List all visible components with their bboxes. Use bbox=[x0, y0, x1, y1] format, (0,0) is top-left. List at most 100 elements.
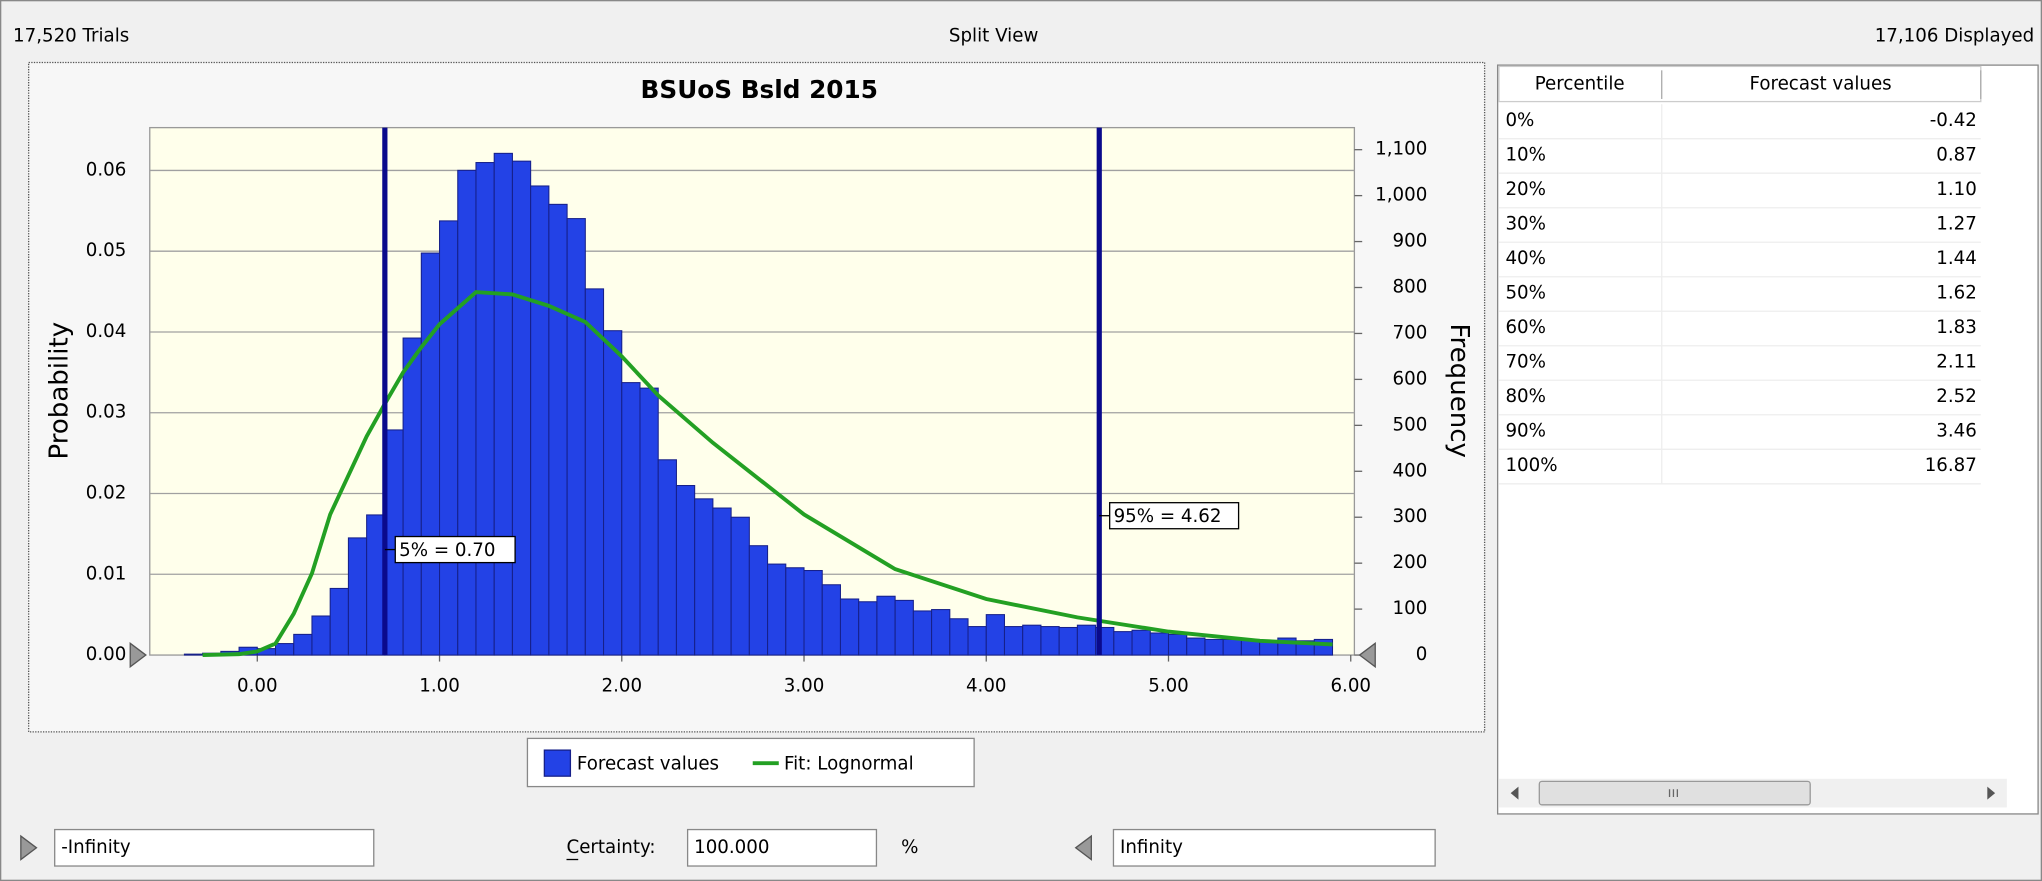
upper-grabber[interactable] bbox=[1358, 642, 1376, 669]
scroll-grip bbox=[1668, 789, 1679, 798]
y2-tick-label: 1,000 bbox=[1375, 185, 1427, 206]
x-tick-label: 4.00 bbox=[966, 675, 1007, 696]
x-tick-label: 2.00 bbox=[601, 675, 642, 696]
percentile-cell: 20% bbox=[1505, 179, 1546, 200]
histogram-bar bbox=[621, 382, 641, 656]
chart-title: BSUoS Bsld 2015 bbox=[641, 75, 878, 104]
histogram-bar bbox=[712, 507, 732, 656]
legend bbox=[526, 737, 975, 788]
histogram-bar bbox=[748, 545, 769, 656]
y2-tick-label: 500 bbox=[1393, 414, 1428, 435]
histogram-bar bbox=[329, 587, 349, 656]
legend-swatch bbox=[543, 749, 572, 777]
histogram-bar bbox=[603, 330, 623, 656]
value-cell: 1.44 bbox=[1936, 248, 1977, 269]
histogram-bar bbox=[366, 514, 386, 656]
histogram-bar bbox=[912, 610, 933, 656]
lower-arrow[interactable] bbox=[20, 834, 38, 861]
percentile-cell: 100% bbox=[1505, 455, 1557, 476]
plot: 0.00 0.01 0.02 0.03 0.04 0.05 0.06 0 100 200 300 40… bbox=[86, 127, 1428, 696]
y2-tick-label: 600 bbox=[1393, 368, 1428, 389]
scroll-left[interactable] bbox=[1510, 786, 1519, 800]
y2-tick-label: 800 bbox=[1393, 277, 1428, 298]
histogram-bar bbox=[566, 218, 586, 656]
percentile-cell: 90% bbox=[1505, 421, 1546, 442]
x-tick-label: 6.00 bbox=[1330, 675, 1371, 696]
y2-tick-label: 900 bbox=[1393, 231, 1428, 252]
histogram-bar bbox=[493, 152, 513, 656]
histogram-bar bbox=[1149, 632, 1170, 656]
percentile-cell: 0% bbox=[1505, 110, 1534, 131]
lower-grabber[interactable] bbox=[129, 642, 147, 669]
histogram-bar bbox=[839, 598, 860, 656]
histogram-bar bbox=[694, 498, 714, 656]
scroll-thumb[interactable] bbox=[1538, 780, 1811, 806]
histogram-bar bbox=[1076, 624, 1097, 656]
value-cell: 3.46 bbox=[1936, 421, 1977, 442]
histogram-bar bbox=[530, 185, 550, 656]
histogram-bar bbox=[1022, 624, 1042, 656]
histogram-bar bbox=[439, 220, 459, 656]
marker-label-box bbox=[394, 535, 516, 564]
y-tick-label: 0.06 bbox=[86, 159, 127, 180]
histogram-bar bbox=[1186, 637, 1206, 656]
y2-tick-label: 200 bbox=[1393, 552, 1428, 573]
lower-input[interactable] bbox=[54, 828, 375, 867]
histogram-bar bbox=[675, 485, 696, 656]
y2-tick-label: 100 bbox=[1393, 598, 1428, 619]
certainty-input[interactable] bbox=[686, 828, 878, 867]
percentile-cell: 80% bbox=[1505, 386, 1546, 407]
percentile-cell: 10% bbox=[1505, 145, 1546, 166]
histogram-bar bbox=[949, 618, 969, 656]
upper-arrow[interactable] bbox=[1074, 834, 1092, 861]
histogram-bar bbox=[548, 203, 568, 656]
histogram-bar bbox=[1003, 626, 1024, 656]
histogram-bar bbox=[858, 601, 878, 656]
y-tick-label: 0.04 bbox=[86, 321, 127, 342]
y2-tick-label: 1,100 bbox=[1375, 139, 1427, 160]
y-tick-label: 0.01 bbox=[86, 563, 127, 584]
x-tick-label: 1.00 bbox=[419, 675, 460, 696]
legend-items: Forecast values Fit: Lognormal bbox=[543, 749, 914, 777]
histogram-bar bbox=[931, 609, 951, 656]
fit-line bbox=[202, 290, 1333, 658]
histogram-bar bbox=[1131, 629, 1151, 656]
histogram-bar bbox=[584, 288, 605, 656]
y-tick-label: 0.00 bbox=[86, 644, 127, 665]
column-header[interactable]: Percentile bbox=[1535, 74, 1625, 95]
scroll-right[interactable] bbox=[1987, 786, 1996, 800]
percent-sign: % bbox=[901, 837, 918, 858]
histogram-bar bbox=[274, 643, 295, 656]
value-cell: 0.87 bbox=[1936, 145, 1977, 166]
histogram-bar bbox=[730, 516, 750, 656]
histogram-bar bbox=[293, 633, 313, 656]
histogram-bar bbox=[967, 626, 987, 656]
x-tick-label: 5.00 bbox=[1148, 675, 1189, 696]
histogram-bar bbox=[475, 162, 495, 656]
displayed-count: 17,106 Displayed bbox=[1875, 25, 2034, 46]
marker-label: 5% = 0.70 bbox=[399, 540, 495, 561]
table-rows: 0% -0.42 10% 0.87 20% 1.10 30% 1.27 40% 1.44 50% 1.… bbox=[1498, 104, 1981, 485]
y2-tick-label: 300 bbox=[1393, 506, 1428, 527]
histogram-bar bbox=[821, 584, 841, 656]
view-name[interactable]: Split View bbox=[949, 25, 1039, 46]
value-cell: 1.10 bbox=[1936, 179, 1977, 200]
y-tick-label: 0.02 bbox=[86, 483, 127, 504]
histogram-bar bbox=[420, 252, 441, 656]
x-tick-label: 3.00 bbox=[784, 675, 825, 696]
histogram-bar bbox=[876, 595, 896, 656]
histogram-bar bbox=[1167, 633, 1188, 656]
value-cell: 16.87 bbox=[1925, 455, 1977, 476]
upper-input[interactable] bbox=[1112, 828, 1436, 867]
y2-axis-label: Frequency bbox=[1444, 323, 1474, 457]
percentile-cell: 30% bbox=[1505, 214, 1546, 235]
legend-label: Fit: Lognormal bbox=[784, 753, 914, 774]
column-header[interactable]: Forecast values bbox=[1750, 74, 1892, 95]
percentile-cell: 40% bbox=[1505, 248, 1546, 269]
certainty-value: 100.000 bbox=[694, 837, 769, 858]
histogram-bar bbox=[1113, 631, 1133, 656]
marker-label: 95% = 4.62 bbox=[1114, 506, 1222, 527]
histogram-bar bbox=[985, 614, 1006, 656]
percentile-cell: 60% bbox=[1505, 317, 1546, 338]
